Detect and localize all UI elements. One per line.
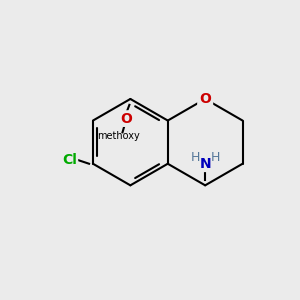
Text: N: N [200, 157, 211, 171]
Text: methoxy: methoxy [97, 131, 140, 141]
Text: H: H [191, 152, 200, 164]
Text: H: H [210, 152, 220, 164]
Text: O: O [199, 92, 211, 106]
Text: O: O [121, 112, 132, 126]
Text: Cl: Cl [62, 153, 77, 167]
